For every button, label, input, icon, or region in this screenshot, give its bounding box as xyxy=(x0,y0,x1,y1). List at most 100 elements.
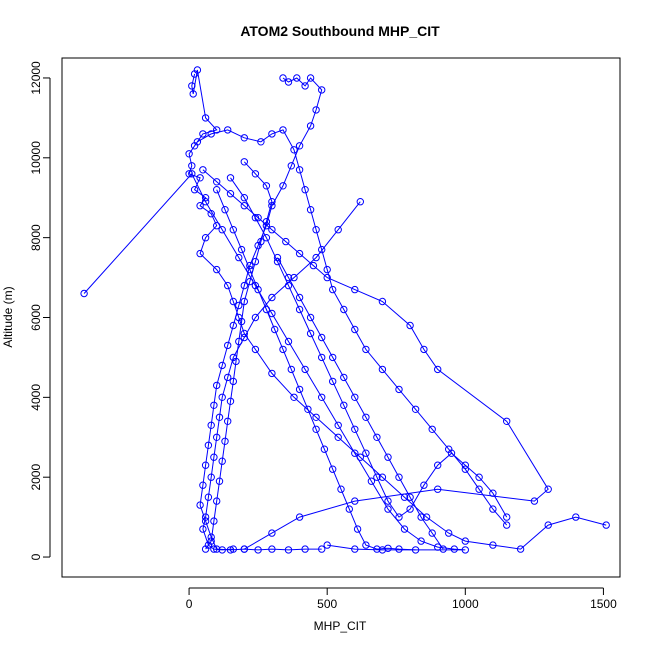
y-tick-label: 12000 xyxy=(29,61,43,95)
data-point xyxy=(268,293,276,302)
data-point xyxy=(207,421,215,429)
data-point xyxy=(373,433,381,441)
y-axis-label: Altitude (m) xyxy=(1,286,15,347)
x-tick-label: 1500 xyxy=(590,597,617,611)
data-point xyxy=(318,86,326,94)
data-point xyxy=(240,158,249,166)
data-point xyxy=(224,417,232,425)
data-point xyxy=(340,401,348,409)
data-point xyxy=(284,78,293,86)
data-point xyxy=(201,114,210,122)
data-point xyxy=(439,545,447,553)
data-point xyxy=(395,385,403,394)
data-point xyxy=(235,337,243,346)
series-line xyxy=(197,129,508,526)
data-point xyxy=(489,541,497,549)
data-point xyxy=(351,449,359,457)
data-point xyxy=(268,545,276,553)
series-line xyxy=(216,189,416,551)
data-point xyxy=(199,130,207,138)
data-point xyxy=(199,525,207,533)
data-point xyxy=(201,513,210,521)
series-7 xyxy=(199,166,552,553)
data-point xyxy=(215,413,224,421)
data-point xyxy=(428,425,436,433)
data-point xyxy=(434,461,442,469)
data-point xyxy=(318,545,326,553)
data-point xyxy=(213,178,221,186)
data-point xyxy=(544,521,552,529)
series-9 xyxy=(213,186,420,554)
data-point xyxy=(213,497,221,505)
data-point xyxy=(461,546,469,554)
data-point xyxy=(196,174,204,182)
data-point xyxy=(207,130,215,138)
data-point xyxy=(213,433,221,441)
data-point xyxy=(351,425,359,433)
data-point xyxy=(312,253,320,262)
data-point xyxy=(503,513,511,521)
data-point xyxy=(188,162,196,170)
data-point xyxy=(262,218,271,226)
data-point xyxy=(224,126,232,134)
data-point xyxy=(226,174,235,182)
series-1 xyxy=(185,66,610,553)
data-point xyxy=(218,457,226,465)
data-point xyxy=(420,345,428,354)
data-point xyxy=(353,525,362,533)
series-3 xyxy=(80,170,469,554)
data-point xyxy=(188,82,196,90)
data-point xyxy=(204,441,213,449)
data-point xyxy=(420,481,428,489)
plot-frame xyxy=(61,57,621,578)
data-point xyxy=(213,381,221,390)
data-point xyxy=(235,253,243,262)
data-point xyxy=(329,377,337,386)
data-point xyxy=(295,305,304,314)
data-point xyxy=(356,198,364,206)
data-point xyxy=(602,521,610,529)
data-point xyxy=(240,202,249,210)
data-point xyxy=(351,285,359,294)
data-point xyxy=(406,505,414,513)
data-point xyxy=(417,513,425,521)
data-point xyxy=(334,433,342,441)
data-point xyxy=(240,194,249,202)
data-point xyxy=(201,198,210,206)
data-point xyxy=(378,365,387,374)
data-point xyxy=(232,357,240,366)
data-point xyxy=(306,122,315,130)
data-point xyxy=(334,421,342,429)
data-point xyxy=(312,425,320,433)
data-point xyxy=(378,297,387,306)
data-point xyxy=(295,513,304,521)
data-point xyxy=(395,513,403,521)
data-point xyxy=(284,281,293,290)
data-point xyxy=(422,513,431,521)
data-point xyxy=(201,461,210,469)
data-point xyxy=(257,138,265,146)
y-tick-label: 2000 xyxy=(29,464,43,491)
x-tick-label: 0 xyxy=(186,597,193,611)
x-axis-label: MHP_CIT xyxy=(314,619,367,633)
data-point xyxy=(284,337,293,346)
data-point xyxy=(572,513,580,521)
data-point xyxy=(237,245,246,254)
data-point xyxy=(218,546,226,554)
series-line xyxy=(205,161,273,550)
y-tick-label: 8000 xyxy=(29,224,43,251)
data-point xyxy=(240,297,249,306)
data-point xyxy=(362,449,370,457)
data-point xyxy=(318,245,326,254)
data-point xyxy=(189,90,197,98)
series-10 xyxy=(201,158,276,553)
data-point xyxy=(318,353,326,362)
data-point xyxy=(210,401,218,409)
data-point xyxy=(218,361,226,370)
data-point xyxy=(251,313,260,322)
data-point xyxy=(221,437,229,445)
data-point xyxy=(378,473,387,481)
data-point xyxy=(461,461,469,469)
data-point xyxy=(188,170,196,178)
data-point xyxy=(229,226,238,234)
